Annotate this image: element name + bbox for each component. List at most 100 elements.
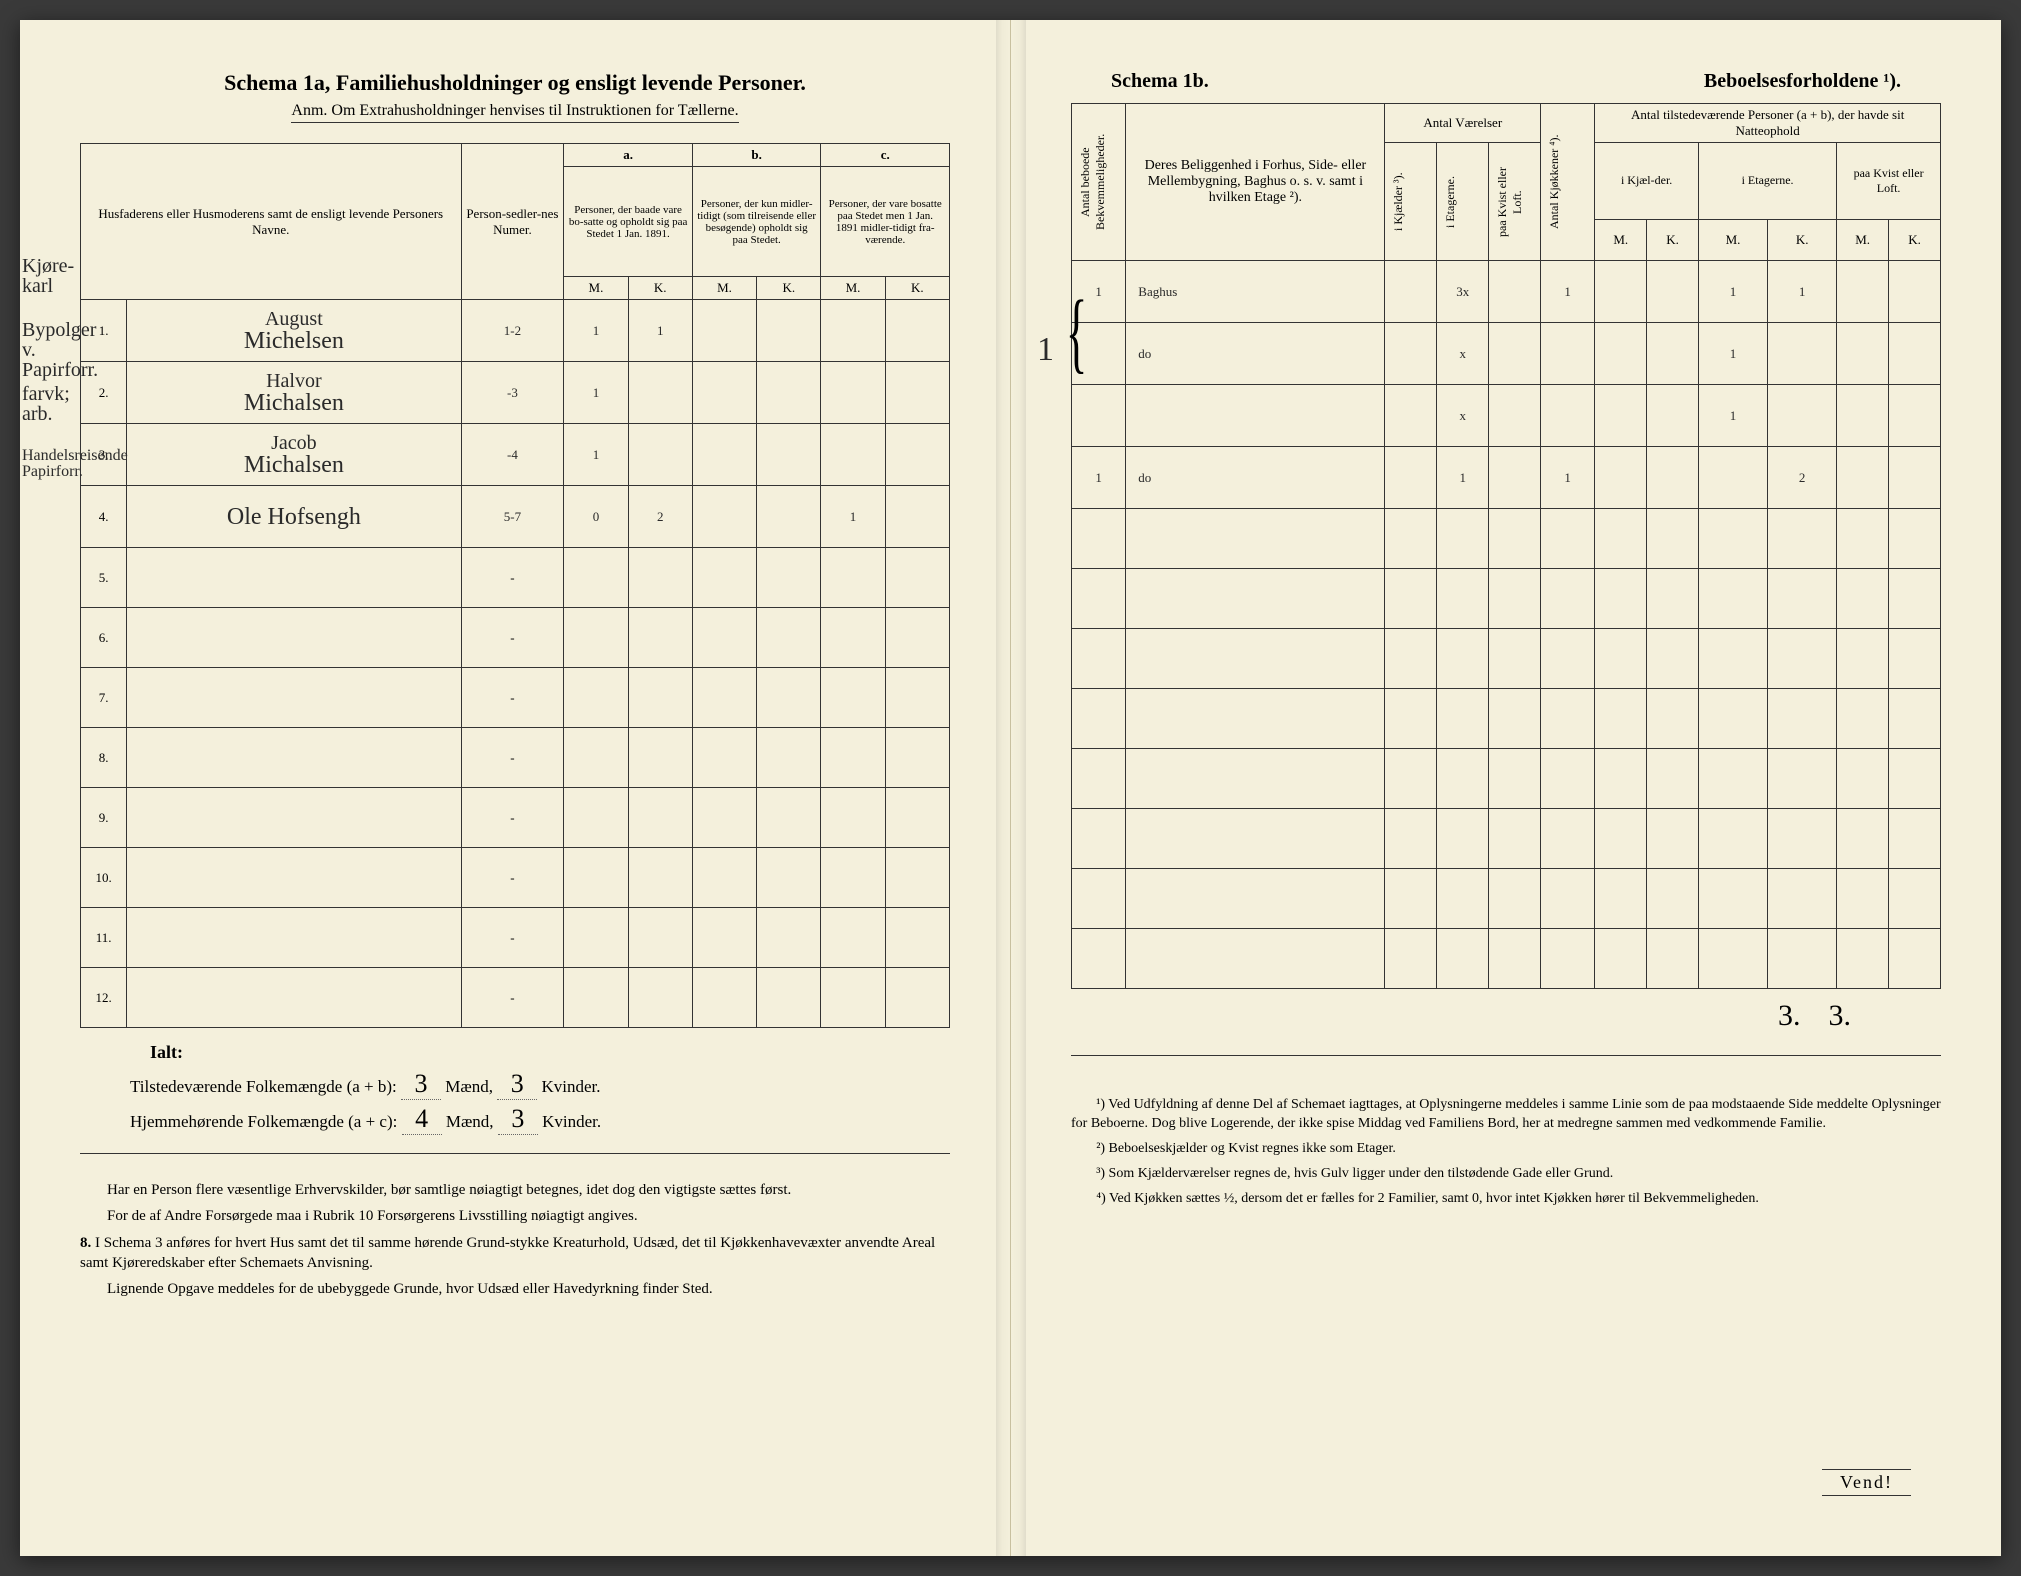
col-c-k: K. bbox=[885, 277, 949, 300]
table-row bbox=[1072, 929, 1941, 989]
col-group-a: a. bbox=[564, 144, 693, 167]
table-row: 12.- bbox=[81, 968, 950, 1028]
c-m bbox=[821, 362, 885, 424]
table-row: 9.- bbox=[81, 788, 950, 848]
margin-note-2: Bypolger v. Papirforr. bbox=[22, 320, 92, 380]
total-ab: Tilstedeværende Folkemængde (a + b): 3 M… bbox=[130, 1069, 950, 1100]
col-vaer: Antal Værelser bbox=[1385, 104, 1541, 143]
col-vaer-etag: i Etagerne. bbox=[1437, 143, 1489, 261]
table-row bbox=[1072, 869, 1941, 929]
cell-nkm bbox=[1595, 323, 1647, 385]
cell-nem: 1 bbox=[1698, 323, 1767, 385]
col-names: Husfaderens eller Husmoderens samt de en… bbox=[81, 144, 462, 300]
b-k bbox=[757, 424, 821, 486]
cell-et: 1 bbox=[1437, 447, 1489, 509]
tot2-pre: Hjemmehørende Folkemængde (a + c): bbox=[130, 1112, 402, 1131]
person-name: HalvorMichalsen bbox=[127, 362, 461, 424]
cell-nvm bbox=[1837, 323, 1889, 385]
b-m bbox=[692, 424, 756, 486]
row-number: 4. bbox=[81, 486, 127, 548]
body-para-1: Har en Person flere væsentlige Erhvervsk… bbox=[80, 1180, 950, 1200]
cell-nek: 2 bbox=[1768, 447, 1837, 509]
a-m: 1 bbox=[564, 362, 628, 424]
margin-note-3: farvk; arb. bbox=[22, 384, 92, 424]
cell-kv bbox=[1489, 261, 1541, 323]
col-group-b: b. bbox=[692, 144, 821, 167]
b-m bbox=[692, 486, 756, 548]
c-m: 1 bbox=[821, 486, 885, 548]
col-n-kjael: i Kjæl-der. bbox=[1595, 143, 1699, 220]
tot1-pre: Tilstedeværende Folkemængde (a + b): bbox=[130, 1077, 401, 1096]
a-m: 1 bbox=[564, 424, 628, 486]
tot2-post: Kvinder. bbox=[542, 1112, 601, 1131]
footnotes: ¹) Ved Udfyldning af denne Del af Schema… bbox=[1071, 1096, 1941, 1208]
cell-nvk bbox=[1889, 447, 1941, 509]
right-total-k: 3. bbox=[1829, 999, 1852, 1033]
total-ac: Hjemmehørende Folkemængde (a + c): 4 Mæn… bbox=[130, 1104, 950, 1135]
schema-1a-title: Schema 1a, Familiehusholdninger og ensli… bbox=[224, 70, 806, 95]
c-m bbox=[821, 300, 885, 362]
row-number: 12. bbox=[81, 968, 127, 1028]
schema-1b-title-row: Schema 1b. Beboelsesforholdene ¹). bbox=[1071, 70, 1941, 93]
schema-1b-table: Antal beboede Bekvemmeligheder. Deres Be… bbox=[1071, 103, 1941, 989]
table-row: 11.- bbox=[81, 908, 950, 968]
col-n-etag: i Etagerne. bbox=[1698, 143, 1836, 220]
footnote-4: ⁴) Ved Kjøkken sættes ½, dersom det er f… bbox=[1071, 1190, 1941, 1209]
person-numer: -3 bbox=[461, 362, 564, 424]
b-m bbox=[692, 362, 756, 424]
col-bekv: Antal beboede Bekvemmeligheder. bbox=[1072, 104, 1126, 261]
cell-nvm bbox=[1837, 261, 1889, 323]
cell-kjok bbox=[1541, 385, 1595, 447]
person-numer: -4 bbox=[461, 424, 564, 486]
cell-nem: 1 bbox=[1698, 261, 1767, 323]
c-k bbox=[885, 300, 949, 362]
row-number: 5. bbox=[81, 548, 127, 608]
cell-kv bbox=[1489, 447, 1541, 509]
row-number: 11. bbox=[81, 908, 127, 968]
person-name: AugustMichelsen bbox=[127, 300, 461, 362]
cell-nek: 1 bbox=[1768, 261, 1837, 323]
person-numer: 1-2 bbox=[461, 300, 564, 362]
row-number: 7. bbox=[81, 668, 127, 728]
b-k bbox=[757, 486, 821, 548]
cell-nkm bbox=[1595, 385, 1647, 447]
table-row bbox=[1072, 509, 1941, 569]
a-m: 0 bbox=[564, 486, 628, 548]
table-row bbox=[1072, 689, 1941, 749]
margin-note-4: Handelsreisende Papirforr. bbox=[22, 448, 92, 480]
table-row: 1Baghus3x111 bbox=[1072, 261, 1941, 323]
nv-m: M. bbox=[1837, 219, 1889, 260]
cell-nvm bbox=[1837, 385, 1889, 447]
cell-kjok: 1 bbox=[1541, 261, 1595, 323]
tot2-k: 3 bbox=[498, 1104, 538, 1135]
col-kjok: Antal Kjøkkener ⁴). bbox=[1541, 104, 1595, 261]
tot2-mid: Mænd, bbox=[446, 1112, 498, 1131]
row-number: 10. bbox=[81, 848, 127, 908]
footnote-2: ²) Beboelseskjælder og Kvist regnes ikke… bbox=[1071, 1140, 1941, 1159]
person-name: Ole Hofsengh bbox=[127, 486, 461, 548]
tot2-m: 4 bbox=[402, 1104, 442, 1135]
cell-nem bbox=[1698, 447, 1767, 509]
cell-bekv bbox=[1072, 385, 1126, 447]
cell-kj bbox=[1385, 385, 1437, 447]
col-c-desc: Personer, der vare bosatte paa Stedet me… bbox=[821, 167, 950, 277]
table-row: x1 bbox=[1072, 385, 1941, 447]
schema-1a-table: Husfaderens eller Husmoderens samt de en… bbox=[80, 143, 950, 1028]
cell-et: 3x bbox=[1437, 261, 1489, 323]
a-k: 2 bbox=[628, 486, 692, 548]
cell-bekv: 1 bbox=[1072, 447, 1126, 509]
cell-belig: do bbox=[1126, 447, 1385, 509]
cell-nkk bbox=[1647, 261, 1699, 323]
nv-k: K. bbox=[1889, 219, 1941, 260]
col-a-k: K. bbox=[628, 277, 692, 300]
brace-icon: { bbox=[1066, 281, 1088, 384]
cell-et: x bbox=[1437, 323, 1489, 385]
col-b-m: M. bbox=[692, 277, 756, 300]
col-b-k: K. bbox=[757, 277, 821, 300]
b-k bbox=[757, 362, 821, 424]
table-row bbox=[1072, 809, 1941, 869]
tot1-k: 3 bbox=[497, 1069, 537, 1100]
a-k bbox=[628, 424, 692, 486]
table-row: 10.- bbox=[81, 848, 950, 908]
c-k bbox=[885, 362, 949, 424]
